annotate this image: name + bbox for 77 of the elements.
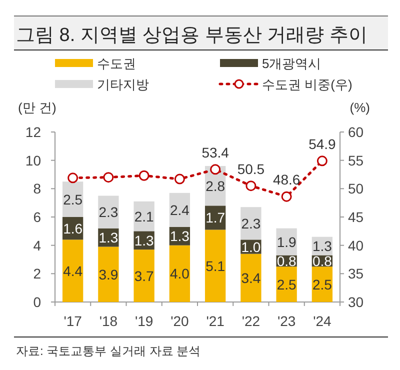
legend-label: 5개광역시 (262, 56, 322, 71)
y-axis-title: (만 건) (18, 100, 56, 115)
data-label: 1.3 (170, 228, 190, 244)
data-label: 4.0 (170, 266, 190, 282)
point (103, 172, 114, 183)
point (138, 170, 150, 181)
text: 자료: 국토교통부 실거래 자료 분석 (16, 344, 201, 358)
data-label: 53.4 (202, 144, 230, 160)
bar (276, 266, 297, 302)
data-label: 1.9 (276, 234, 297, 250)
y2-tick-label: 45 (348, 209, 364, 225)
x-tick-label: '21 (206, 313, 225, 329)
bar (169, 245, 190, 302)
data-label: 48.6 (272, 172, 300, 188)
x-tick-label: '23 (277, 313, 296, 329)
legend-label: 수도권 (97, 56, 136, 71)
y-tick-label: 2 (33, 266, 42, 282)
y2-tick-label: 50 (348, 180, 364, 197)
y-tick-label: 10 (25, 152, 42, 168)
legend-label: 기타지방 (97, 77, 149, 92)
x-tick-label: '18 (99, 313, 118, 329)
data-label: 1.3 (312, 238, 332, 254)
bar (240, 207, 262, 240)
x-tick-label: '19 (134, 313, 154, 329)
data-label: 1.7 (206, 210, 226, 226)
data-label: 2.5 (312, 276, 332, 292)
data-label: 2.3 (98, 204, 118, 220)
legend-label: 수도권 비중(우) (262, 77, 352, 92)
y2-tick-label: 40 (348, 237, 364, 254)
x-tick-label: '20 (170, 313, 190, 329)
bar (98, 246, 119, 302)
bar (134, 201, 154, 232)
data-label: 2.4 (170, 202, 190, 218)
data-label: 0.8 (312, 252, 332, 269)
bar (240, 254, 262, 302)
point (68, 172, 78, 184)
y-tick-label: 8 (33, 180, 42, 197)
y-tick-label: 12 (25, 124, 42, 140)
data-label: 2.5 (63, 191, 83, 208)
bar (62, 240, 84, 302)
data-label: 2.1 (134, 208, 154, 224)
data-label: 2.8 (206, 178, 226, 194)
data-label: 1.0 (241, 238, 261, 255)
bar (98, 196, 119, 228)
data-label: 2.3 (241, 215, 261, 232)
bar (204, 206, 226, 230)
y2-tick-label: 55 (348, 152, 364, 168)
x-tick-label: '17 (64, 313, 82, 329)
data-label: 2.5 (276, 276, 297, 292)
point (281, 191, 292, 202)
data-label: 5.1 (206, 258, 226, 274)
x-tick-label: '22 (242, 313, 260, 329)
data-label: 1.6 (63, 220, 83, 236)
point (316, 156, 328, 166)
data-label: 0.8 (276, 252, 297, 269)
data-label: 3.4 (241, 270, 261, 286)
data-label: 50.5 (237, 160, 265, 177)
point (174, 174, 185, 184)
data-label: 4.4 (63, 262, 83, 279)
y-tick-label: 4 (33, 237, 42, 254)
y2-tick-label: 60 (348, 124, 364, 140)
point (246, 180, 256, 192)
y-tick-label: 6 (33, 209, 42, 225)
data-label: 3.9 (98, 266, 118, 282)
chart-title: 그림 8. 지역별 상업용 부동산 거래량 추이 (16, 25, 368, 46)
bar (134, 250, 154, 302)
point (210, 164, 221, 175)
x-tick-label: '24 (313, 313, 332, 329)
bar (204, 230, 226, 302)
data-label: 1.3 (134, 232, 154, 248)
data-label: 3.7 (134, 268, 154, 284)
y2-axis-title: (%) (350, 100, 370, 115)
data-label: 54.9 (308, 136, 336, 152)
y-tick-label: 0 (33, 294, 42, 310)
y2-tick-label: 35 (348, 266, 364, 282)
data-label: 1.3 (98, 230, 118, 246)
y2-tick-label: 30 (348, 294, 364, 310)
